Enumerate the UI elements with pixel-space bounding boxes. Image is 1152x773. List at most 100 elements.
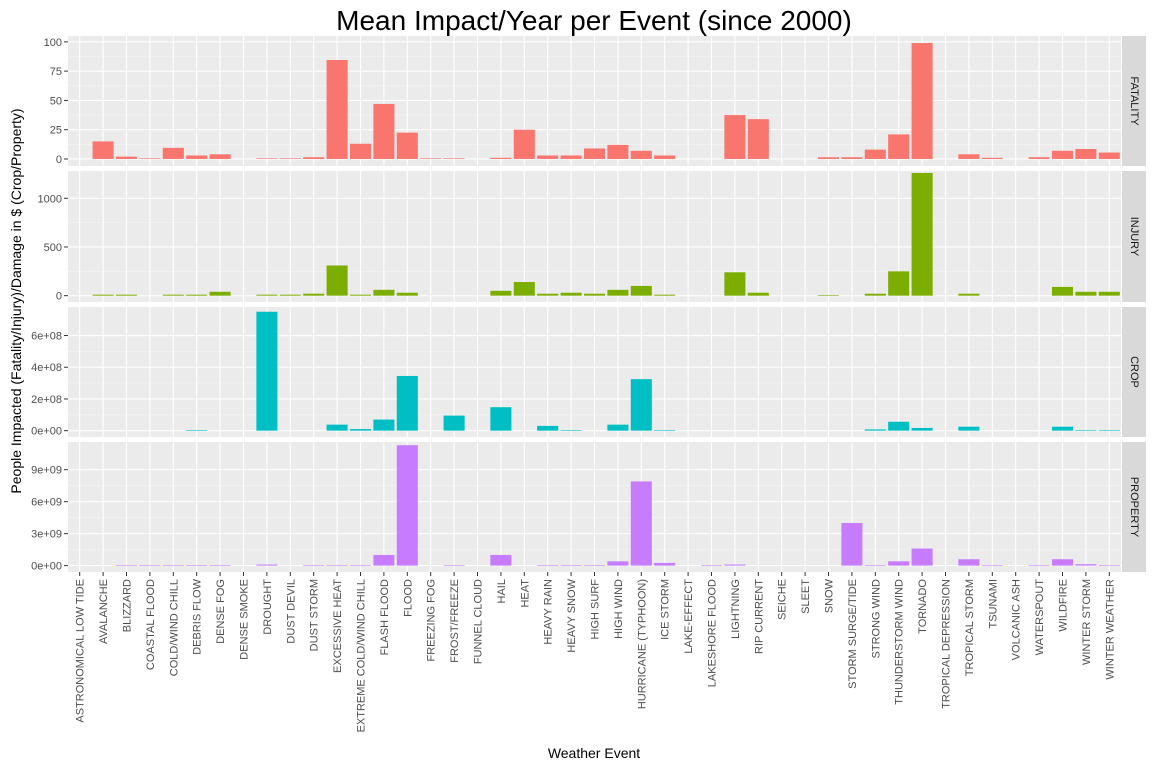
y-tick-label: 6e+09 <box>31 497 62 509</box>
bar-injury <box>373 289 395 296</box>
bar-injury <box>162 294 184 296</box>
bar-injury <box>209 291 231 296</box>
x-tick-label: COASTAL FLOOD <box>145 579 157 670</box>
x-tick-label: ICE STORM <box>660 579 672 640</box>
bar-injury <box>396 292 418 296</box>
bar-fatality <box>607 144 629 159</box>
bar-property <box>1098 565 1120 566</box>
bar-fatality <box>420 158 442 159</box>
x-tick-label: ASTRONOMICAL LOW TIDE <box>75 579 87 723</box>
bar-fatality <box>747 119 769 159</box>
bar-property <box>186 565 208 566</box>
x-tick-label: LIGHTNING <box>730 579 742 639</box>
bar-fatality <box>256 158 278 159</box>
bar-property <box>115 565 138 566</box>
bar-crop <box>1075 430 1097 431</box>
bar-injury <box>817 295 840 296</box>
bar-property <box>349 565 372 566</box>
bar-fatality <box>326 60 348 159</box>
facet-strip-label: PROPERTY <box>1128 477 1140 538</box>
bar-injury <box>654 294 676 296</box>
bar-injury <box>583 293 606 296</box>
bar-fatality <box>630 150 652 159</box>
facet-strip-label: INJURY <box>1128 217 1140 257</box>
bar-fatality <box>537 155 559 159</box>
bar-injury <box>303 293 325 296</box>
bar-injury <box>279 294 301 296</box>
x-tick-label: DUST STORM <box>309 579 321 651</box>
x-tick-label: HURRICANE (TYPHOON) <box>636 579 648 709</box>
bar-crop <box>911 427 933 431</box>
x-tick-label: FREEZING FOG <box>426 579 438 662</box>
bar-property <box>373 554 395 566</box>
facet-strip <box>1122 442 1146 572</box>
bar-fatality <box>209 154 231 159</box>
bar-crop <box>396 375 418 431</box>
y-tick-label: 0e+00 <box>31 426 62 438</box>
bar-fatality <box>1075 149 1097 159</box>
y-tick-label: 6e+08 <box>31 331 62 343</box>
y-tick-label: 0e+00 <box>31 561 62 573</box>
bar-crop <box>1098 430 1120 431</box>
bar-fatality <box>1028 157 1050 159</box>
bar-fatality <box>888 134 910 159</box>
x-tick-label: BLIZZARD <box>122 579 134 632</box>
bar-property <box>209 565 231 566</box>
bar-crop <box>326 424 348 431</box>
panel-fatality: 0 25 50 75 100 FATALITY <box>44 36 1146 166</box>
x-tick-label: THUNDERSTORM WIND <box>894 579 906 705</box>
x-tick-label: TSUNAMI <box>987 579 999 629</box>
x-tick-label: HEAT <box>519 579 531 608</box>
bar-property <box>396 445 418 566</box>
x-tick-label: HAIL <box>496 579 508 603</box>
bar-injury <box>490 290 512 296</box>
y-tick-label: 500 <box>44 242 62 254</box>
bar-fatality <box>443 158 465 159</box>
chart-title: Mean Impact/Year per Event (since 2000) <box>336 5 852 36</box>
x-tick-label: HEAVY SNOW <box>566 578 578 652</box>
x-tick-label: DEBRIS FLOW <box>192 578 204 654</box>
bar-injury <box>1051 286 1074 296</box>
x-tick-label: TORNADO <box>917 579 929 634</box>
bar-crop <box>186 430 208 431</box>
bar-property <box>326 565 348 566</box>
x-tick-label: WINTER WEATHER <box>1104 579 1116 680</box>
y-tick-label: 4e+08 <box>31 362 62 374</box>
x-tick-label: FUNNEL CLOUD <box>473 579 485 664</box>
x-tick-label: RIP CURRENT <box>753 579 765 654</box>
bar-injury <box>911 172 933 296</box>
bar-injury <box>560 292 582 296</box>
y-tick-label: 3e+09 <box>31 529 62 541</box>
x-tick-label: SNOW <box>824 578 836 613</box>
x-axis-title: Weather Event <box>548 745 640 761</box>
bar-injury <box>115 294 138 296</box>
facet-strip <box>1122 36 1146 166</box>
bar-property <box>724 564 746 566</box>
bar-property <box>162 565 184 566</box>
bar-crop <box>443 415 465 431</box>
bar-injury <box>607 289 629 296</box>
bar-fatality <box>911 43 933 159</box>
bar-crop <box>490 407 512 431</box>
bar-property <box>139 565 161 566</box>
bar-injury <box>349 294 372 296</box>
bar-fatality <box>396 132 418 159</box>
bar-property <box>303 565 325 566</box>
bar-property <box>841 522 863 566</box>
x-tick-label: COLD/WIND CHILL <box>168 579 180 676</box>
panel-crop: 0e+00 2e+08 4e+08 6e+08 CROP <box>31 307 1146 438</box>
bar-property <box>700 565 723 566</box>
bar-fatality <box>560 155 582 159</box>
x-tick-label: STRONG WIND <box>870 579 882 658</box>
bar-crop <box>373 419 395 431</box>
x-tick-label: WATERSPOUT <box>1034 579 1046 656</box>
bar-property <box>583 565 606 566</box>
bar-crop <box>607 424 629 431</box>
bar-fatality <box>817 157 840 159</box>
x-axis: ASTRONOMICAL LOW TIDE AVALANCHE BLIZZARD CO… <box>75 572 1116 732</box>
bar-fatality <box>162 147 184 159</box>
bar-injury <box>724 272 746 296</box>
y-tick-label: 100 <box>44 37 62 49</box>
